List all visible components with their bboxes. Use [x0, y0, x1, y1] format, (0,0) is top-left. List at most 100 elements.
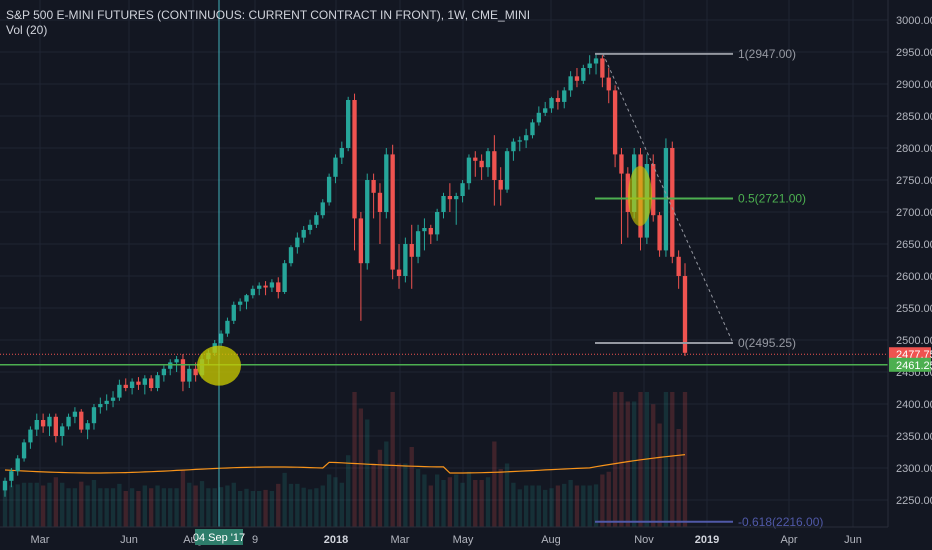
candle-body[interactable] — [422, 228, 427, 232]
candle-body[interactable] — [396, 269, 402, 276]
candle-body[interactable] — [377, 192, 383, 212]
candle-body[interactable] — [403, 244, 408, 276]
candle-body[interactable] — [155, 375, 160, 388]
candle-body[interactable] — [218, 333, 224, 344]
candle-body[interactable] — [549, 98, 554, 109]
candle-body[interactable] — [237, 301, 243, 305]
candle-body[interactable] — [250, 288, 256, 296]
candle-body[interactable] — [295, 237, 300, 248]
candle-body[interactable] — [244, 295, 249, 302]
candle-body[interactable] — [72, 411, 78, 417]
candle-body[interactable] — [523, 135, 529, 141]
candle-body[interactable] — [415, 231, 421, 257]
candle-body[interactable] — [117, 384, 122, 398]
candle-body[interactable] — [530, 122, 535, 136]
candle-body[interactable] — [498, 180, 503, 190]
candle-body[interactable] — [123, 384, 128, 388]
candle-body[interactable] — [485, 151, 491, 168]
candle-body[interactable] — [180, 359, 186, 382]
candle-body[interactable] — [358, 218, 364, 264]
candle-body[interactable] — [619, 154, 624, 174]
candle-body[interactable] — [454, 196, 459, 200]
candle-body[interactable] — [670, 148, 675, 257]
candle-body[interactable] — [625, 173, 630, 212]
candle-body[interactable] — [257, 285, 262, 289]
candle-body[interactable] — [91, 407, 97, 424]
candle-body[interactable] — [320, 202, 325, 216]
candle-body[interactable] — [612, 90, 618, 155]
candle-body[interactable] — [263, 285, 268, 288]
candle-body[interactable] — [371, 180, 376, 193]
candle-body[interactable] — [600, 58, 605, 78]
candle-body[interactable] — [682, 276, 688, 353]
candle-body[interactable] — [34, 420, 39, 430]
candle-body[interactable] — [40, 420, 46, 427]
candle-body[interactable] — [314, 215, 319, 225]
candle-body[interactable] — [307, 224, 313, 230]
candle-body[interactable] — [562, 90, 567, 102]
candle-body[interactable] — [492, 151, 497, 180]
candle-body[interactable] — [129, 381, 135, 388]
candle-body[interactable] — [326, 176, 332, 203]
candle-body[interactable] — [479, 160, 484, 168]
candle-body[interactable] — [142, 378, 147, 385]
candle-body[interactable] — [85, 423, 90, 430]
candle-body[interactable] — [428, 228, 433, 235]
candle-body[interactable] — [282, 263, 287, 292]
candle-body[interactable] — [390, 154, 395, 270]
candle-body[interactable] — [21, 442, 27, 459]
candle-body[interactable] — [346, 100, 351, 148]
candle-body[interactable] — [536, 112, 541, 123]
candle-body[interactable] — [676, 256, 681, 276]
candle-body[interactable] — [98, 404, 103, 408]
candle-body[interactable] — [269, 282, 275, 288]
candle-body[interactable] — [466, 157, 472, 184]
candle-body[interactable] — [651, 164, 656, 216]
candle-body[interactable] — [333, 157, 338, 177]
candle-body[interactable] — [79, 411, 84, 430]
candle-body[interactable] — [301, 229, 306, 238]
candle-body[interactable] — [53, 416, 59, 436]
candle-body[interactable] — [574, 76, 580, 81]
candle-body[interactable] — [136, 381, 141, 385]
candle-body[interactable] — [504, 151, 510, 190]
candle-body[interactable] — [339, 148, 344, 158]
candle-body[interactable] — [441, 196, 446, 212]
candle-body[interactable] — [593, 58, 599, 64]
candle-body[interactable] — [511, 141, 516, 152]
candle-body[interactable] — [587, 63, 592, 68]
candle-body[interactable] — [187, 368, 192, 382]
candle-body[interactable] — [434, 212, 440, 235]
candle-body[interactable] — [517, 140, 522, 142]
candle-body[interactable] — [168, 362, 173, 369]
candle-body[interactable] — [231, 304, 236, 321]
candle-body[interactable] — [28, 429, 33, 443]
candle-body[interactable] — [447, 196, 453, 200]
candle-body[interactable] — [193, 368, 198, 376]
candle-body[interactable] — [657, 215, 662, 251]
candle-body[interactable] — [149, 378, 154, 388]
candle-body[interactable] — [352, 100, 357, 219]
candle-body[interactable] — [47, 416, 52, 427]
candle-body[interactable] — [2, 480, 8, 491]
candle-body[interactable] — [384, 154, 389, 212]
volume-indicator-label[interactable]: Vol (20) — [6, 23, 48, 37]
candle-body[interactable] — [409, 244, 414, 257]
candle-body[interactable] — [288, 247, 294, 264]
candle-body[interactable] — [161, 368, 167, 376]
candle-body[interactable] — [581, 68, 586, 81]
candle-body[interactable] — [365, 180, 370, 264]
candle-body[interactable] — [9, 471, 14, 481]
candle-body[interactable] — [60, 426, 65, 436]
candle-body[interactable] — [543, 108, 548, 113]
candle-body[interactable] — [225, 320, 230, 334]
symbol-title[interactable]: S&P 500 E-MINI FUTURES (CONTINUOUS: CURR… — [6, 8, 531, 22]
candle-body[interactable] — [568, 76, 573, 91]
candle-body[interactable] — [276, 282, 281, 292]
candle-body[interactable] — [460, 183, 465, 196]
candle-body[interactable] — [473, 157, 478, 161]
candle-body[interactable] — [174, 359, 179, 363]
candle-body[interactable] — [104, 400, 109, 404]
candle-body[interactable] — [110, 397, 116, 401]
